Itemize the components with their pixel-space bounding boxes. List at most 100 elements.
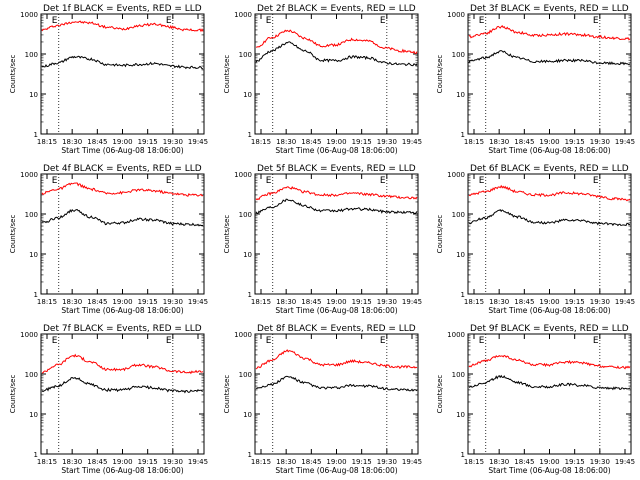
event-marker-label: E: [52, 336, 58, 346]
plot-panel-4: Det 4f BLACK = Events, RED = LLD 1 10 100 10…: [9, 164, 208, 315]
x-tick-label: 18:15: [37, 298, 57, 306]
plot-title: Det 7f BLACK = Events, RED = LLD: [43, 324, 202, 334]
y-tick-label: 1: [461, 451, 465, 459]
y-tick-label: 100: [452, 371, 465, 379]
event-marker-label: E: [593, 16, 599, 26]
plot-panel-3: Det 3f BLACK = Events, RED = LLD 1 10 100 10…: [436, 4, 635, 155]
lld-series-line: [468, 25, 631, 41]
y-tick-label: 10: [456, 91, 465, 99]
x-tick-label: 18:30: [489, 138, 509, 146]
event-marker-label: E: [52, 176, 58, 186]
plot-frame: [467, 13, 632, 135]
x-axis-label: Start Time (06-Aug-08 18:06:00): [275, 466, 397, 475]
x-tick-label: 19:30: [377, 298, 397, 306]
plot-title: Det 8f BLACK = Events, RED = LLD: [257, 324, 416, 334]
plot-frame: [254, 173, 419, 295]
event-marker-label: E: [266, 176, 272, 186]
y-tick-label: 1000: [20, 171, 38, 179]
events-series-line: [468, 374, 631, 391]
x-tick-label: 19:00: [539, 298, 559, 306]
y-tick-label: 10: [243, 411, 252, 419]
lld-series-line: [41, 20, 204, 33]
plot-title: Det 5f BLACK = Events, RED = LLD: [257, 164, 416, 174]
event-marker-label: E: [380, 176, 386, 186]
y-tick-label: 10: [243, 251, 252, 259]
y-tick-label: 1: [461, 291, 465, 299]
x-tick-label: 18:15: [37, 458, 57, 466]
x-tick-label: 18:30: [276, 458, 296, 466]
x-axis-label: Start Time (06-Aug-08 18:06:00): [61, 146, 183, 155]
x-tick-label: 18:30: [62, 138, 82, 146]
plot-frame: [467, 173, 632, 295]
x-tick-label: 18:30: [489, 458, 509, 466]
y-tick-label: 1000: [20, 331, 38, 339]
y-axis-label: Counts/sec: [436, 55, 444, 94]
plot-frame: [254, 333, 419, 455]
event-marker-label: E: [479, 16, 485, 26]
x-tick-label: 19:00: [112, 458, 132, 466]
plot-panel-6: Det 6f BLACK = Events, RED = LLD 1 10 100 10…: [436, 164, 635, 315]
x-tick-label: 19:45: [615, 458, 635, 466]
event-marker-label: E: [52, 16, 58, 26]
y-axis-label: Counts/sec: [223, 55, 231, 94]
y-tick-label: 100: [25, 371, 38, 379]
y-axis-label: Counts/sec: [436, 215, 444, 254]
event-marker-label: E: [166, 176, 172, 186]
events-series-line: [255, 198, 418, 215]
y-tick-label: 1: [34, 451, 38, 459]
x-tick-label: 18:45: [514, 298, 534, 306]
y-tick-label: 1000: [20, 11, 38, 19]
y-tick-label: 1000: [234, 11, 252, 19]
x-axis-label: Start Time (06-Aug-08 18:06:00): [488, 146, 610, 155]
x-tick-label: 18:45: [87, 138, 107, 146]
lld-series-line: [255, 186, 418, 201]
x-tick-label: 19:45: [188, 138, 208, 146]
x-tick-label: 18:30: [489, 298, 509, 306]
x-tick-label: 19:45: [615, 298, 635, 306]
event-marker-label: E: [266, 16, 272, 26]
event-marker-label: E: [593, 336, 599, 346]
lld-series-line: [468, 354, 631, 370]
y-tick-label: 100: [452, 211, 465, 219]
y-tick-label: 10: [29, 411, 38, 419]
events-series-line: [255, 41, 418, 67]
x-tick-label: 19:15: [138, 458, 158, 466]
x-tick-label: 19:45: [402, 298, 422, 306]
x-tick-label: 19:00: [326, 138, 346, 146]
x-tick-label: 18:30: [62, 458, 82, 466]
y-axis-label: Counts/sec: [9, 375, 17, 414]
y-tick-label: 1000: [447, 171, 465, 179]
x-tick-label: 19:30: [163, 298, 183, 306]
x-tick-label: 19:30: [377, 138, 397, 146]
plot-frame: [40, 333, 205, 455]
y-axis-label: Counts/sec: [223, 375, 231, 414]
event-marker-label: E: [166, 336, 172, 346]
x-axis-label: Start Time (06-Aug-08 18:06:00): [275, 146, 397, 155]
x-tick-label: 18:45: [87, 458, 107, 466]
plot-panel-7: Det 7f BLACK = Events, RED = LLD 1 10 100 10…: [9, 324, 208, 475]
x-tick-label: 18:15: [464, 458, 484, 466]
y-tick-label: 10: [29, 251, 38, 259]
y-tick-label: 10: [456, 251, 465, 259]
y-tick-label: 100: [239, 371, 252, 379]
plot-frame: [254, 13, 419, 135]
x-tick-label: 18:30: [62, 298, 82, 306]
x-tick-label: 19:45: [615, 138, 635, 146]
x-tick-label: 19:00: [112, 298, 132, 306]
y-tick-label: 100: [239, 51, 252, 59]
plot-title: Det 2f BLACK = Events, RED = LLD: [257, 4, 416, 14]
y-axis-label: Counts/sec: [223, 215, 231, 254]
x-tick-label: 19:30: [590, 298, 610, 306]
plot-panel-8: Det 8f BLACK = Events, RED = LLD 1 10 100 10…: [223, 324, 422, 475]
x-tick-label: 18:45: [514, 458, 534, 466]
event-marker-label: E: [380, 16, 386, 26]
events-series-line: [468, 208, 631, 227]
lld-series-line: [41, 353, 204, 375]
events-series-line: [41, 55, 204, 70]
events-series-line: [255, 375, 418, 392]
x-tick-label: 19:00: [539, 138, 559, 146]
plot-title: Det 4f BLACK = Events, RED = LLD: [43, 164, 202, 174]
x-tick-label: 18:45: [87, 298, 107, 306]
y-tick-label: 100: [25, 51, 38, 59]
